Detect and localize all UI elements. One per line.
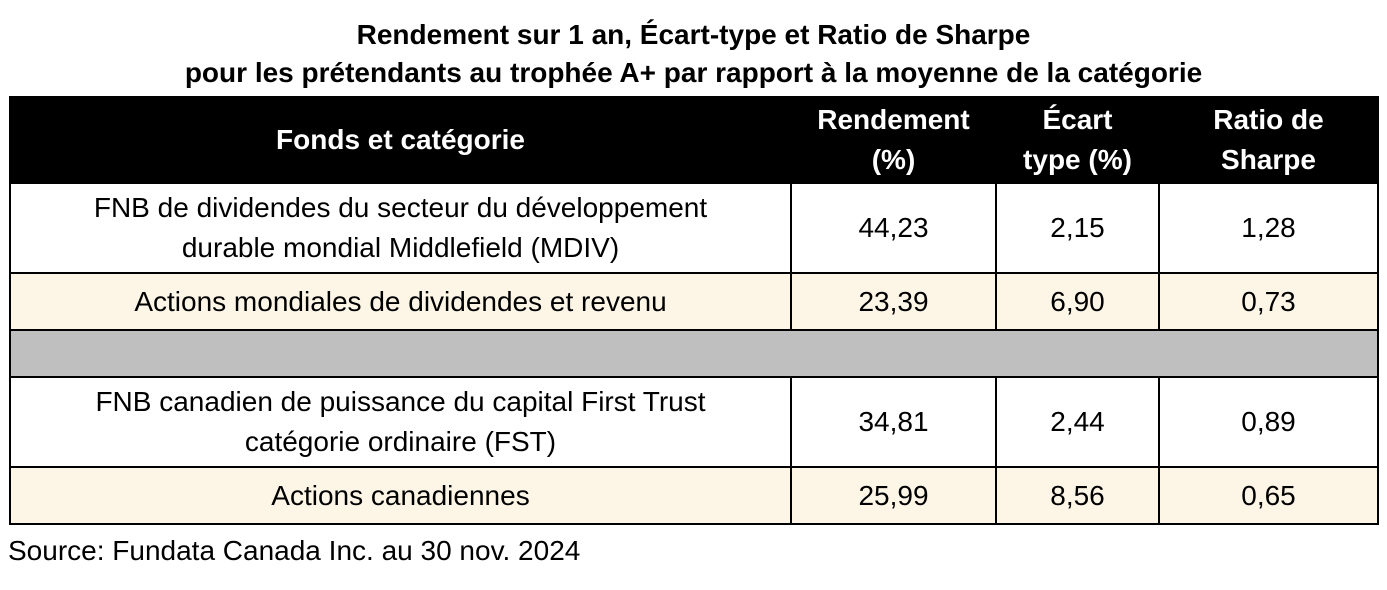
header-return-pct: Rendement (%) — [790, 96, 997, 184]
table-row-category-global-equity: Actions mondiales de dividendes et reven… — [9, 272, 1379, 331]
sharpe-value: 0,65 — [1158, 466, 1379, 525]
table-title: Rendement sur 1 an, Écart-type et Ratio … — [0, 16, 1387, 92]
return-value: 34,81 — [790, 376, 997, 468]
page: Rendement sur 1 an, Écart-type et Ratio … — [0, 16, 1387, 590]
std-dev-value: 2,44 — [995, 376, 1160, 468]
fund-name: FNB canadien de puissance du capital Fir… — [9, 376, 792, 468]
category-name: Actions canadiennes — [9, 466, 792, 525]
category-name: Actions mondiales de dividendes et reven… — [9, 272, 792, 331]
header-fund-category: Fonds et catégorie — [9, 96, 792, 184]
fund-name: FNB de dividendes du secteur du développ… — [9, 182, 792, 274]
table-row-fund-fst: FNB canadien de puissance du capital Fir… — [9, 376, 1379, 468]
header-sharpe-ratio: Ratio de Sharpe — [1158, 96, 1379, 184]
std-dev-value: 8,56 — [995, 466, 1160, 525]
funds-performance-table: Fonds et catégorie Rendement (%) Écart t… — [9, 96, 1379, 525]
title-line-1: Rendement sur 1 an, Écart-type et Ratio … — [356, 19, 1031, 50]
return-value: 23,39 — [790, 272, 997, 331]
header-std-dev-pct: Écart type (%) — [995, 96, 1160, 184]
table-header-row: Fonds et catégorie Rendement (%) Écart t… — [9, 96, 1379, 184]
table-row-separator — [9, 329, 1379, 378]
sharpe-value: 1,28 — [1158, 182, 1379, 274]
table-row-fund-mdiv: FNB de dividendes du secteur du développ… — [9, 182, 1379, 274]
return-value: 25,99 — [790, 466, 997, 525]
std-dev-value: 6,90 — [995, 272, 1160, 331]
title-line-2: pour les prétendants au trophée A+ par r… — [184, 57, 1203, 88]
source-note: Source: Fundata Canada Inc. au 30 nov. 2… — [8, 535, 581, 566]
std-dev-value: 2,15 — [995, 182, 1160, 274]
sharpe-value: 0,89 — [1158, 376, 1379, 468]
table-row-category-canadian-equity: Actions canadiennes 25,99 8,56 0,65 — [9, 466, 1379, 525]
separator-band — [9, 329, 1379, 378]
sharpe-value: 0,73 — [1158, 272, 1379, 331]
return-value: 44,23 — [790, 182, 997, 274]
